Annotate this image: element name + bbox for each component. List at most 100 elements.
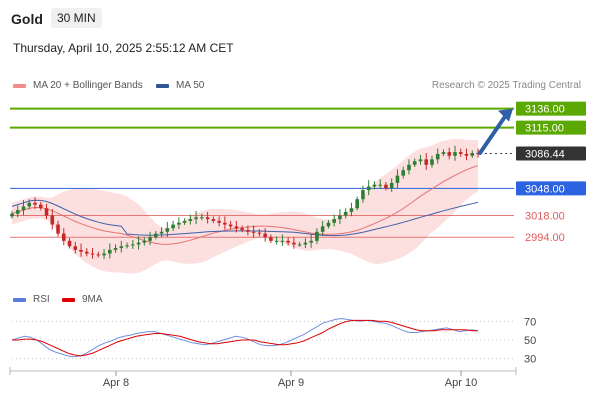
- candle-body: [280, 240, 285, 242]
- candle-body: [320, 226, 325, 232]
- candle-body: [10, 213, 14, 217]
- candle-body: [142, 240, 147, 243]
- candle-body: [453, 152, 457, 156]
- candle-body: [309, 240, 313, 243]
- bollinger-band-layer: [12, 138, 478, 274]
- research-credit: Research © 2025 Trading Central: [431, 80, 581, 91]
- bollinger-swatch: [13, 83, 26, 88]
- legend-9ma: 9MA: [62, 294, 103, 305]
- candle-body: [21, 206, 26, 211]
- forecast-arrow: [478, 111, 509, 156]
- candle-body: [200, 217, 204, 219]
- candle-body: [441, 152, 446, 154]
- rsi-tick-70: 70: [524, 316, 536, 328]
- candle-body: [159, 231, 164, 234]
- candle-body: [332, 219, 336, 223]
- candle-body: [246, 229, 250, 232]
- candle-body: [84, 251, 89, 254]
- instrument-title: Gold: [11, 11, 43, 27]
- candle-body: [131, 244, 135, 246]
- candle-body: [234, 226, 239, 229]
- candle-body: [315, 231, 319, 241]
- candle-body: [303, 242, 308, 245]
- candle-body: [96, 254, 101, 256]
- candle-body: [257, 232, 262, 234]
- bollinger-band-fill: [12, 138, 478, 274]
- candle-body: [136, 242, 141, 245]
- candle-body: [378, 184, 382, 186]
- forecast-arrow-head: [498, 108, 513, 122]
- candle-body: [470, 153, 475, 156]
- candle-body: [269, 237, 273, 241]
- candle-body: [338, 215, 342, 220]
- candle-body: [90, 253, 95, 255]
- candle-body: [79, 249, 83, 252]
- candle-body: [251, 231, 256, 233]
- candle-body: [113, 248, 118, 250]
- candle-body: [15, 210, 20, 214]
- level-label-3136.00: 3136.00: [525, 104, 565, 116]
- level-lines-layer: [10, 107, 514, 238]
- legend-ma50-label: MA 50: [176, 80, 205, 91]
- ma9-swatch: [62, 297, 75, 302]
- candle-body: [292, 242, 296, 245]
- legend-rsi-label: RSI: [33, 294, 50, 305]
- level-box-3115.00: [516, 120, 586, 135]
- candle-body: [61, 233, 66, 241]
- rsi-swatch: [13, 297, 26, 302]
- candle-body: [274, 240, 279, 242]
- candle-body: [263, 233, 267, 238]
- legend-bollinger: MA 20 + Bollinger Bands: [13, 80, 143, 91]
- candle-body: [355, 199, 359, 209]
- candle-body: [33, 202, 37, 205]
- ma50-line: [11, 199, 479, 237]
- level-label-3018.00: 3018.00: [525, 210, 565, 222]
- candle-body: [102, 253, 106, 256]
- candle-body: [108, 249, 112, 254]
- candle-body: [447, 152, 452, 156]
- level-label-3048.00: 3048.00: [525, 183, 565, 195]
- moving-averages-layer: [11, 165, 479, 245]
- level-box-3086.44: [516, 146, 586, 161]
- level-box-3048.00: [516, 181, 586, 196]
- legend-ma50: MA 50: [156, 80, 204, 91]
- candle-body: [27, 202, 32, 207]
- candle-body: [148, 237, 152, 241]
- rsi-line: [11, 317, 479, 358]
- candle-body: [194, 217, 198, 220]
- rsi-9ma-line: [12, 319, 478, 357]
- candle-body: [389, 182, 394, 189]
- candle-body: [395, 175, 400, 183]
- time-tick-label: Apr 10: [445, 377, 477, 389]
- ma50-swatch: [156, 83, 169, 88]
- chart-header: Gold 30 MIN: [0, 0, 590, 36]
- candle-body: [211, 219, 216, 221]
- candle-body: [297, 244, 302, 246]
- candle-body: [165, 228, 170, 232]
- ma20-line: [11, 165, 479, 245]
- candle-body: [223, 222, 227, 225]
- candle-body: [343, 211, 348, 216]
- time-tick-label: Apr 9: [278, 377, 304, 389]
- candle-body: [361, 190, 365, 200]
- candle-body: [125, 245, 129, 247]
- candle-body: [418, 159, 423, 162]
- candle-body: [476, 153, 480, 155]
- legend-9ma-label: 9MA: [82, 294, 103, 305]
- rsi-tick-30: 30: [524, 354, 536, 366]
- level-labels-layer: 3136.00 3115.00 3086.44 3048.00 3018.00 2994.…: [516, 101, 586, 244]
- candle-body: [384, 184, 388, 189]
- candle-body: [44, 208, 49, 216]
- candle-body: [67, 240, 72, 247]
- candle-body: [424, 159, 429, 165]
- candle-body: [430, 159, 434, 165]
- candle-body: [119, 246, 124, 249]
- chart-datetime: Thursday, April 10, 2025 2:55:12 AM CET: [13, 41, 234, 55]
- legend-bollinger-label: MA 20 + Bollinger Bands: [33, 80, 143, 91]
- rsi-panel: 70 50 30: [11, 316, 536, 366]
- legend-rsi: RSI: [13, 294, 50, 305]
- candle-body: [240, 228, 244, 230]
- candle-body: [435, 153, 440, 160]
- timeframe-badge[interactable]: 30 MIN: [51, 8, 102, 28]
